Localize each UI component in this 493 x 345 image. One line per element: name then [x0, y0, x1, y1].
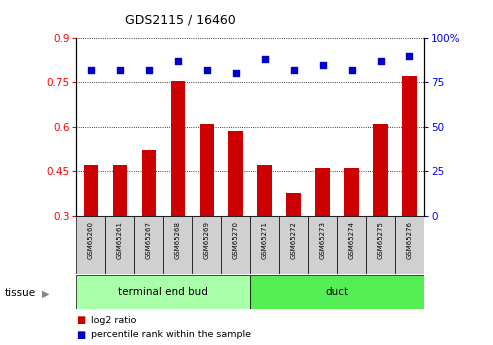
Text: ■: ■ — [76, 315, 86, 325]
Text: GSM65268: GSM65268 — [175, 221, 181, 259]
Bar — [84, 165, 98, 216]
Text: terminal end bud: terminal end bud — [118, 287, 208, 297]
Text: GSM65275: GSM65275 — [378, 221, 384, 259]
Point — [261, 57, 269, 62]
Bar — [250, 216, 279, 274]
Bar — [286, 194, 301, 216]
Point — [348, 67, 355, 73]
Text: GSM65272: GSM65272 — [291, 221, 297, 259]
Bar — [141, 150, 156, 216]
Text: percentile rank within the sample: percentile rank within the sample — [91, 330, 251, 339]
Bar — [171, 81, 185, 216]
Bar — [344, 168, 359, 216]
Text: GSM65273: GSM65273 — [319, 221, 325, 259]
Point — [87, 67, 95, 73]
Point — [145, 67, 153, 73]
Bar — [337, 216, 366, 274]
Text: GSM65276: GSM65276 — [407, 221, 413, 259]
Text: GSM65274: GSM65274 — [349, 221, 354, 259]
Text: GSM65269: GSM65269 — [204, 221, 210, 259]
Text: ■: ■ — [76, 330, 86, 339]
Text: GSM65267: GSM65267 — [146, 221, 152, 259]
Text: log2 ratio: log2 ratio — [91, 316, 137, 325]
Bar — [250, 275, 424, 309]
Point — [377, 58, 385, 64]
Point — [174, 58, 182, 64]
Point — [203, 67, 211, 73]
Point — [232, 71, 240, 76]
Bar — [373, 124, 388, 216]
Point — [318, 62, 326, 67]
Bar — [76, 216, 106, 274]
Text: ▶: ▶ — [42, 289, 50, 299]
Bar — [316, 168, 330, 216]
Text: GSM65270: GSM65270 — [233, 221, 239, 259]
Bar — [76, 275, 250, 309]
Bar — [200, 124, 214, 216]
Bar — [279, 216, 308, 274]
Text: GSM65260: GSM65260 — [88, 221, 94, 259]
Bar — [106, 216, 134, 274]
Bar — [112, 165, 127, 216]
Bar — [395, 216, 424, 274]
Bar — [163, 216, 192, 274]
Bar — [257, 165, 272, 216]
Text: duct: duct — [325, 287, 349, 297]
Text: GSM65261: GSM65261 — [117, 221, 123, 259]
Point — [406, 53, 414, 58]
Bar — [308, 216, 337, 274]
Point — [116, 67, 124, 73]
Text: GSM65271: GSM65271 — [262, 221, 268, 259]
Text: GDS2115 / 16460: GDS2115 / 16460 — [125, 14, 236, 27]
Bar — [366, 216, 395, 274]
Bar — [228, 131, 243, 216]
Bar — [192, 216, 221, 274]
Bar — [134, 216, 163, 274]
Bar — [221, 216, 250, 274]
Point — [290, 67, 298, 73]
Bar — [402, 77, 417, 216]
Text: tissue: tissue — [5, 288, 36, 298]
